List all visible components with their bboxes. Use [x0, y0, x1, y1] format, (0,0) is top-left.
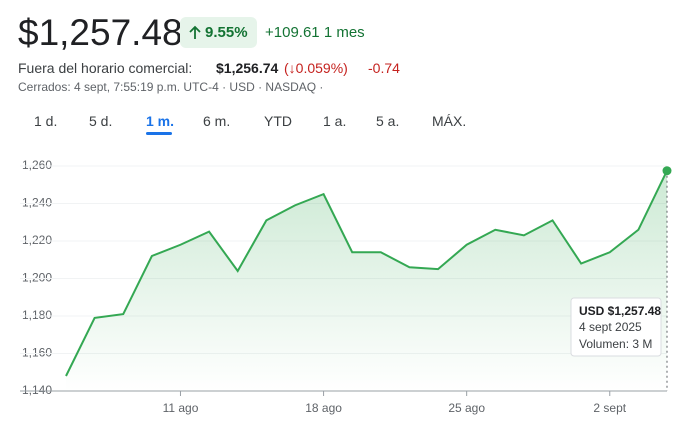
end-dot — [662, 166, 672, 176]
y-tick-label: 1,180 — [22, 308, 52, 322]
tooltip-price: USD $1,257.48 — [579, 304, 661, 318]
period: 1 mes — [323, 24, 365, 41]
after-hours-pct: (↓0.059%) — [284, 60, 348, 76]
x-tick-label: 11 ago — [163, 401, 199, 415]
tab[interactable]: YTD — [264, 113, 292, 129]
area — [66, 170, 667, 391]
price: $1,257.48 — [18, 12, 183, 53]
x-tick-label: 2 sept — [593, 401, 626, 415]
tab[interactable]: MÁX. — [432, 113, 467, 129]
change: +109.61 1 mes — [265, 24, 365, 41]
tab[interactable]: 1 a. — [323, 113, 347, 129]
tooltip-date: 4 sept 2025 — [579, 320, 642, 334]
y-tick-label: 1,140 — [22, 383, 52, 397]
change-value: +109.61 — [265, 24, 320, 41]
after-hours-label: Fuera del horario comercial: — [18, 60, 193, 76]
x-tick-label: 25 ago — [448, 401, 485, 415]
tooltip-volume: Volumen: 3 M — [579, 337, 652, 351]
tab-underline — [146, 132, 172, 135]
tab[interactable]: 1 d. — [34, 113, 58, 129]
tooltip-box — [570, 297, 662, 357]
y-tick-label: 1,160 — [22, 346, 52, 360]
change-pct: 9.55% — [205, 24, 248, 41]
price-line — [65, 170, 668, 377]
tab[interactable]: 5 d. — [89, 113, 113, 129]
y-tick-label: 1,260 — [22, 158, 52, 172]
y-tick-label: 1,220 — [22, 233, 52, 247]
tab[interactable]: 6 m. — [203, 113, 231, 129]
tab[interactable]: 1 m. — [146, 113, 175, 129]
y-tick-label: 1,240 — [22, 196, 52, 210]
after-hours-price: $1,256.74 — [216, 60, 279, 76]
up-arrow — [189, 25, 201, 39]
change-pill — [180, 17, 257, 48]
x-tick-label: 18 ago — [305, 401, 342, 415]
after-hours-change: -0.74 — [368, 60, 400, 76]
y-tick-label: 1,200 — [22, 271, 52, 285]
meta: Cerrados: 4 sept, 7:55:19 p.m. UTC-4 · U… — [18, 80, 324, 94]
tab[interactable]: 5 a. — [376, 113, 400, 129]
